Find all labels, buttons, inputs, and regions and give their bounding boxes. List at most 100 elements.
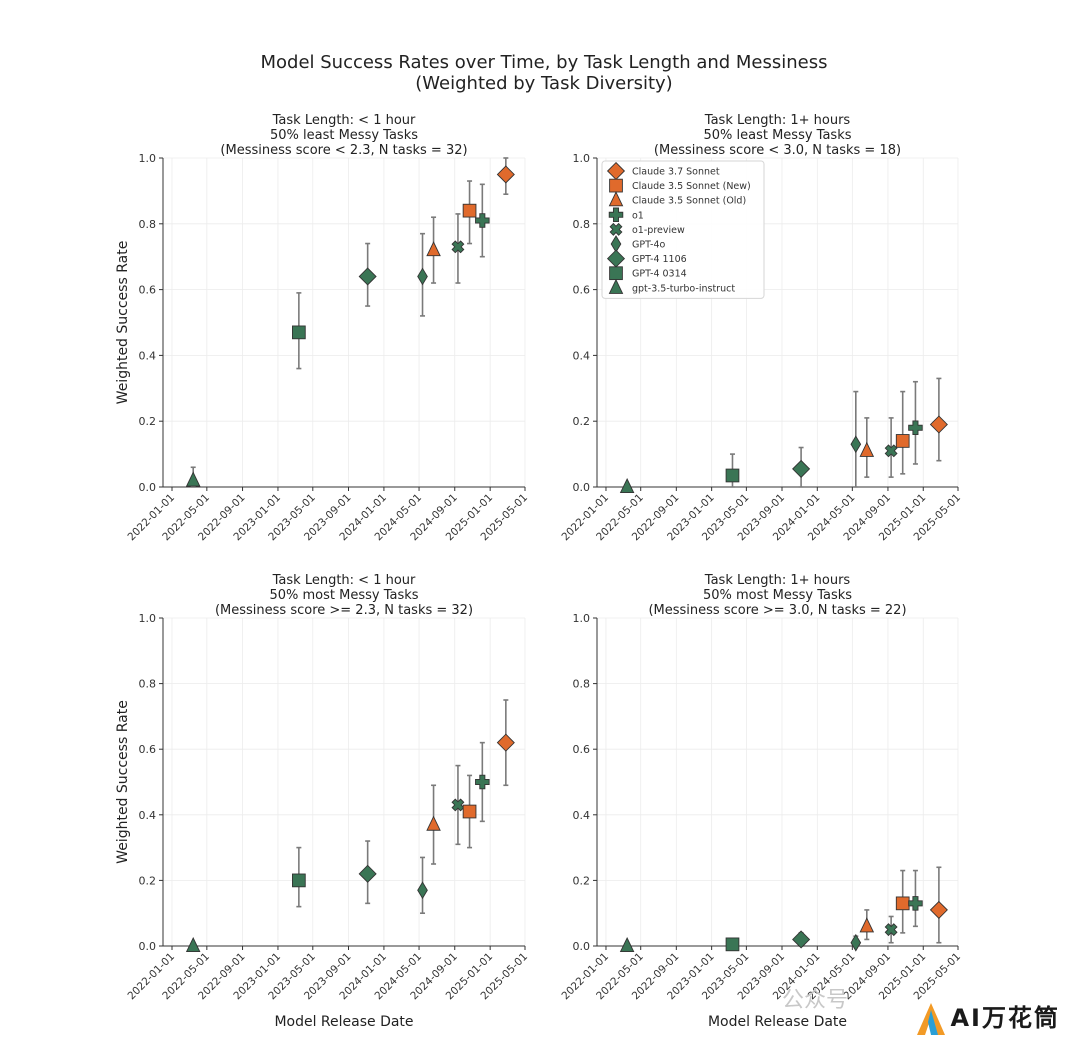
data-point [451,798,465,812]
data-point [417,881,428,900]
y-tick-label: 1.0 [573,612,591,625]
figure-title: Model Success Rates over Time, by Task L… [0,52,1080,94]
y-tick-label: 1.0 [139,612,157,625]
panel-title-line: 50% most Messy Tasks [269,588,418,603]
y-tick-label: 0.6 [573,743,591,756]
data-point [462,203,477,218]
y-tick-label: 1.0 [573,152,591,165]
legend: Claude 3.7 Sonnet Claude 3.5 Sonnet (New)… [601,160,765,299]
y-tick-label: 0.4 [573,349,591,362]
data-point [451,240,465,254]
legend-marker [609,266,623,281]
data-point [908,420,923,436]
legend-marker [608,191,624,207]
y-tick-label: 0.8 [139,218,157,231]
data-point [475,213,490,228]
data-point [859,917,875,933]
panel-title-line: Task Length: < 1 hour [272,113,416,128]
data-point [792,459,811,478]
data-point [292,873,306,888]
y-tick-label: 0.2 [573,415,591,428]
y-tick-label: 0.8 [573,678,591,691]
data-point [725,937,740,952]
y-axis-label: Weighted Success Rate [115,241,131,405]
data-point [496,733,515,752]
data-point [792,930,811,949]
data-point [929,415,948,434]
legend-marker [608,207,624,223]
legend-label: GPT-4 1106 [632,254,687,265]
panel-title-line: 50% least Messy Tasks [703,128,851,143]
data-point [725,468,740,483]
data-point [426,241,441,257]
legend-label: Claude 3.5 Sonnet (New) [632,181,751,192]
legend-label: gpt-3.5-turbo-instruct [632,283,735,294]
panel-2: 0.00.20.40.60.81.02022-01-012022-05-0120… [559,113,963,543]
data-point [417,267,428,286]
y-tick-label: 0.4 [139,809,157,822]
data-point [426,815,441,831]
panel-title-line: (Messiness score < 3.0, N tasks = 18) [654,143,901,158]
legend-label: o1-preview [632,225,685,236]
y-tick-label: 0.6 [139,284,157,297]
data-point [496,165,515,184]
brand-logo-icon [917,1003,946,1035]
data-point [619,936,635,953]
data-point [619,477,635,494]
data-point [185,936,201,953]
y-tick-label: 0.8 [139,678,157,691]
y-tick-label: 0.0 [139,481,157,494]
data-point [850,435,862,454]
watermark-faint: 公众号 [782,988,849,1013]
y-tick-label: 0.0 [573,481,591,494]
data-point [929,900,948,919]
x-axis-label: Model Release Date [274,1014,413,1030]
y-tick-label: 0.2 [139,874,157,887]
figure-title-line2: (Weighted by Task Diversity) [415,73,673,94]
y-tick-label: 0.0 [573,940,591,953]
data-point [475,774,490,790]
panel-title-line: (Messiness score < 2.3, N tasks = 32) [220,143,467,158]
panel-1: 0.00.20.40.60.81.02022-01-012022-05-0120… [115,113,530,543]
data-point [859,441,875,457]
data-point [292,325,306,340]
y-tick-label: 0.4 [573,809,591,822]
y-tick-label: 0.8 [573,218,591,231]
panel-title-line: 50% most Messy Tasks [703,588,852,603]
data-point [358,864,377,883]
legend-marker [609,222,623,236]
watermark-brand: AI万花筒 [916,998,1060,1036]
figure-title-line1: Model Success Rates over Time, by Task L… [260,52,828,73]
data-point [895,896,910,911]
panel-title-line: 50% least Messy Tasks [270,128,418,143]
y-tick-label: 0.2 [573,874,591,887]
data-point [358,267,377,286]
y-tick-label: 0.0 [139,940,157,953]
y-tick-label: 0.2 [139,415,157,428]
panel-title-line: Task Length: 1+ hours [704,113,851,128]
legend-label: o1 [632,210,644,221]
data-point [884,923,898,937]
panel-title-line: (Messiness score >= 3.0, N tasks = 22) [648,603,906,618]
legend-label: GPT-4o [632,240,665,251]
legend-box [601,160,765,299]
panel-4: 0.00.20.40.60.81.02022-01-012022-05-0120… [559,573,963,1030]
watermark-brand-text: AI万花筒 [950,1004,1060,1032]
y-tick-label: 0.4 [139,349,157,362]
y-tick-label: 1.0 [139,152,157,165]
data-point [462,804,477,819]
data-point [850,933,862,952]
legend-label: GPT-4 0314 [632,269,687,280]
data-point [895,434,910,448]
legend-label: Claude 3.7 Sonnet [632,167,720,178]
data-point [884,444,898,458]
panel-title-line: Task Length: 1+ hours [704,573,851,588]
panel-3: 0.00.20.40.60.81.02022-01-012022-05-0120… [115,573,530,1030]
legend-marker [608,278,624,294]
legend-label: Claude 3.5 Sonnet (Old) [632,196,746,207]
y-axis-label: Weighted Success Rate [115,700,131,864]
y-tick-label: 0.6 [573,284,591,297]
x-axis-label: Model Release Date [708,1014,847,1030]
legend-marker [609,178,623,193]
